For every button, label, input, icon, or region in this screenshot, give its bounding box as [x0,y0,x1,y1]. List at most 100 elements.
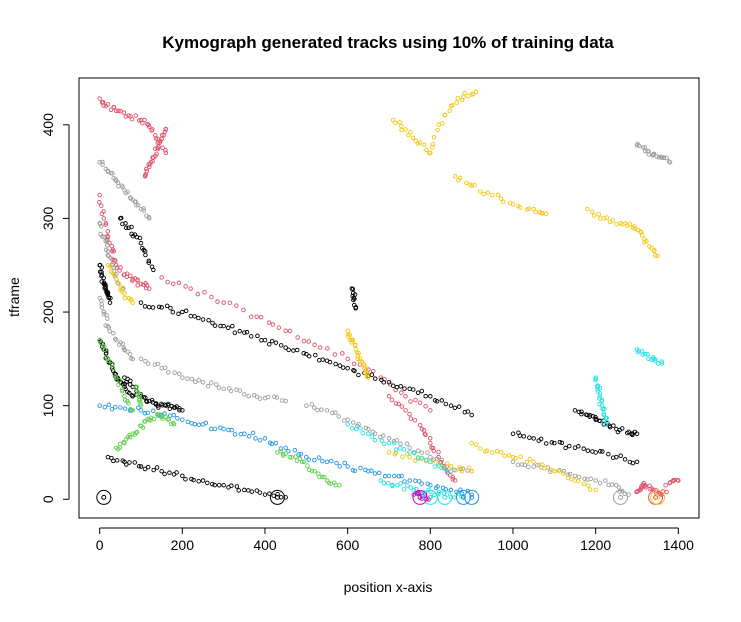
data-point [312,405,317,410]
data-point [602,406,607,412]
data-point [152,146,158,152]
data-point [609,482,615,487]
data-point [185,419,191,425]
data-point [654,154,659,159]
data-point [144,283,150,288]
data-point [604,419,609,425]
data-point [445,470,451,476]
data-point [147,124,152,129]
data-point [101,275,106,281]
data-point [135,429,140,435]
data-point [100,162,105,167]
data-point [510,202,516,207]
data-point [228,388,234,394]
data-point [369,434,375,439]
data-point [443,401,449,407]
data-point [304,403,309,408]
data-point [500,199,506,205]
data-point [189,376,195,382]
data-point [101,103,106,108]
data-point [345,417,350,422]
data-point [601,419,606,424]
data-point [439,398,445,403]
data-point [400,454,405,459]
data-point [419,388,425,394]
data-point [126,225,131,231]
data-point [579,409,584,414]
data-point [597,480,603,486]
data-point [267,342,272,347]
data-point [596,212,602,217]
data-point [424,457,429,463]
data-point [450,477,455,482]
data-point [632,224,637,229]
data-point [122,272,127,277]
data-point [494,449,500,454]
data-point [428,459,433,465]
data-point [159,275,164,280]
x-tick-label: 0 [96,537,104,553]
data-point [138,403,144,408]
data-point [324,408,330,413]
start-marker-ring [455,489,471,505]
data-point [105,262,111,268]
data-point [614,222,619,227]
data-point [448,403,454,408]
data-point [287,328,293,334]
data-point [352,368,357,374]
data-point [317,474,322,479]
data-point [540,462,545,467]
data-point [215,299,220,304]
data-point [149,397,155,403]
data-point [439,465,444,471]
data-point [292,447,298,453]
data-point [354,426,359,432]
data-point [408,399,413,404]
data-point [386,436,392,441]
data-point [112,272,117,277]
data-point [97,337,102,343]
data-point [356,422,361,427]
data-point [110,365,116,371]
data-point [213,382,219,387]
data-point [180,417,185,422]
data-point [435,127,440,133]
data-point [144,399,150,405]
data-point [659,359,664,364]
data-point [481,191,486,197]
data-point [616,485,622,490]
data-points [97,89,681,502]
data-point [99,341,104,346]
data-point [101,280,107,285]
data-point [372,437,378,443]
data-point [347,332,352,338]
data-point [151,416,157,422]
data-point [272,394,277,399]
data-point [518,454,523,459]
data-point [399,127,404,133]
data-point [113,337,119,343]
data-point [349,340,355,345]
data-point [196,478,201,484]
data-point [221,300,226,305]
data-point [232,432,238,437]
data-point [242,431,247,436]
data-point [465,409,471,414]
data-point [230,323,235,329]
data-point [430,445,436,451]
data-point [428,408,433,413]
data-point [180,408,185,413]
data-point [350,337,356,343]
data-point [156,405,161,410]
data-point [417,140,423,145]
data-point [586,483,591,488]
data-point [258,315,264,320]
data-point [356,350,361,356]
data-point [119,388,125,394]
data-point [159,365,164,371]
data-point [601,412,607,418]
data-point [537,210,543,215]
data-point [379,377,384,383]
data-point [369,468,374,473]
data-point [130,277,135,282]
